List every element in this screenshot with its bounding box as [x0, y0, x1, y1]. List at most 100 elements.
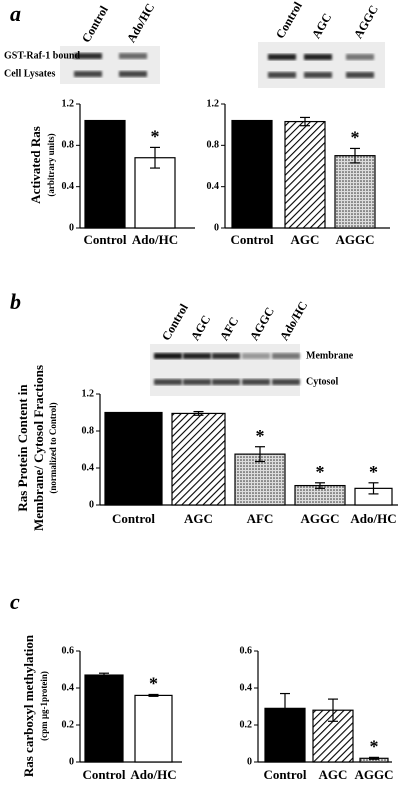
- y-axis-label: Membrane/ Cytosol Fractions: [31, 365, 46, 531]
- panel-label: a: [10, 1, 21, 26]
- x-tick-label: AGC: [319, 767, 348, 782]
- panel-label: c: [10, 589, 20, 614]
- y-tick-label: 0: [214, 222, 219, 233]
- x-tick-label: Ado/HC: [350, 511, 396, 526]
- x-tick-label: AFC: [247, 511, 274, 526]
- y-tick-label: 1.2: [62, 98, 75, 109]
- significance-mark: *: [316, 462, 325, 482]
- y-tick-label: 0.4: [62, 181, 75, 192]
- y-tick-label: 0: [69, 222, 74, 233]
- significance-mark: *: [151, 127, 160, 147]
- y-tick-label: 0.4: [240, 682, 253, 693]
- lane-label: Control: [79, 3, 111, 45]
- y-axis-label: Activated Ras: [28, 126, 43, 204]
- y-tick-label: 0.2: [240, 719, 253, 730]
- y-tick-label: 0.4: [62, 682, 75, 693]
- blot-band: [74, 53, 102, 59]
- blot-band: [183, 379, 211, 385]
- y-tick-label: 1.2: [82, 388, 95, 399]
- error-bar: [193, 410, 204, 416]
- x-tick-label: Control: [230, 232, 273, 247]
- y-axis-label: (arbitrary units): [46, 133, 56, 196]
- x-tick-label: Ado/HC: [132, 232, 178, 247]
- significance-mark: *: [256, 426, 265, 446]
- y-axis-label: (normalized to Control): [48, 402, 58, 493]
- error-bar: [300, 116, 310, 127]
- bar: [84, 119, 126, 229]
- error-bar: [99, 672, 109, 678]
- bar: [234, 453, 286, 506]
- y-tick-label: 0.8: [207, 140, 220, 151]
- y-tick-label: 0.4: [82, 462, 95, 473]
- blot-band: [74, 71, 102, 77]
- blot-band: [183, 353, 211, 359]
- x-tick-label: AGGC: [336, 232, 375, 247]
- blot-band: [346, 54, 374, 60]
- bar: [134, 157, 176, 229]
- blot-band: [346, 72, 374, 78]
- blot-band: [212, 353, 240, 359]
- y-tick-label: 0.4: [207, 181, 220, 192]
- lane-label: AGC: [309, 11, 334, 41]
- blot-image: [150, 344, 300, 396]
- x-tick-label: Control: [82, 767, 125, 782]
- significance-mark: *: [370, 737, 379, 757]
- lane-label: Ado/HC: [124, 1, 157, 45]
- bar: [104, 411, 163, 506]
- y-tick-label: 0.2: [62, 719, 75, 730]
- y-axis-label: Ras Protein Content in: [15, 384, 30, 512]
- blot-band: [154, 353, 182, 359]
- blot-band: [242, 379, 270, 385]
- error-bar: [315, 482, 325, 489]
- row-label: Cytosol: [306, 376, 338, 387]
- y-tick-label: 0.6: [62, 645, 75, 656]
- blot-image: [258, 42, 385, 88]
- error-bar: [369, 756, 379, 760]
- x-tick-label: AGC: [291, 232, 320, 247]
- blot-band: [272, 353, 300, 359]
- blot-band: [268, 54, 296, 60]
- bar: [171, 412, 226, 506]
- lane-label: AGC: [188, 313, 213, 343]
- blot-band: [268, 72, 296, 78]
- x-tick-label: AGGC: [355, 767, 394, 782]
- error-bar: [255, 446, 265, 463]
- lane-label: AGGC: [351, 3, 381, 41]
- y-tick-label: 0: [69, 756, 74, 767]
- lane-label: Control: [159, 301, 191, 343]
- lane-label: AGGC: [247, 305, 277, 343]
- row-label: Cell Lysates: [4, 68, 55, 79]
- error-bar: [350, 147, 360, 164]
- y-axis-label: Ras carboxyl methylation: [21, 634, 36, 777]
- blot-band: [154, 379, 182, 385]
- row-label: GST-Raf-1 bound: [4, 50, 80, 61]
- bar: [134, 694, 173, 763]
- y-axis-label: (cpm µg-1protein): [39, 671, 49, 741]
- significance-mark: *: [351, 128, 360, 148]
- error-bar: [328, 698, 338, 722]
- y-tick-label: 0: [247, 756, 252, 767]
- blot-band: [119, 53, 147, 59]
- y-tick-label: 1.2: [207, 98, 220, 109]
- error-bar: [150, 146, 160, 169]
- lane-label: AFC: [217, 315, 241, 343]
- error-bar: [280, 692, 290, 724]
- lane-label: Ado/HC: [277, 299, 310, 343]
- blot-band: [304, 54, 332, 60]
- bar: [284, 120, 326, 229]
- y-tick-label: 0: [89, 499, 94, 510]
- y-tick-label: 0.8: [62, 140, 75, 151]
- panel-label: b: [10, 289, 21, 314]
- x-tick-label: Ado/HC: [130, 767, 176, 782]
- significance-mark: *: [149, 674, 158, 694]
- blot-band: [242, 353, 270, 359]
- blot-band: [272, 379, 300, 385]
- x-tick-label: AGC: [184, 511, 213, 526]
- x-tick-label: AGGC: [301, 511, 340, 526]
- blot-image: [60, 46, 160, 84]
- blot-band: [212, 379, 240, 385]
- significance-mark: *: [369, 462, 378, 482]
- blot-band: [304, 72, 332, 78]
- error-bar: [148, 693, 159, 697]
